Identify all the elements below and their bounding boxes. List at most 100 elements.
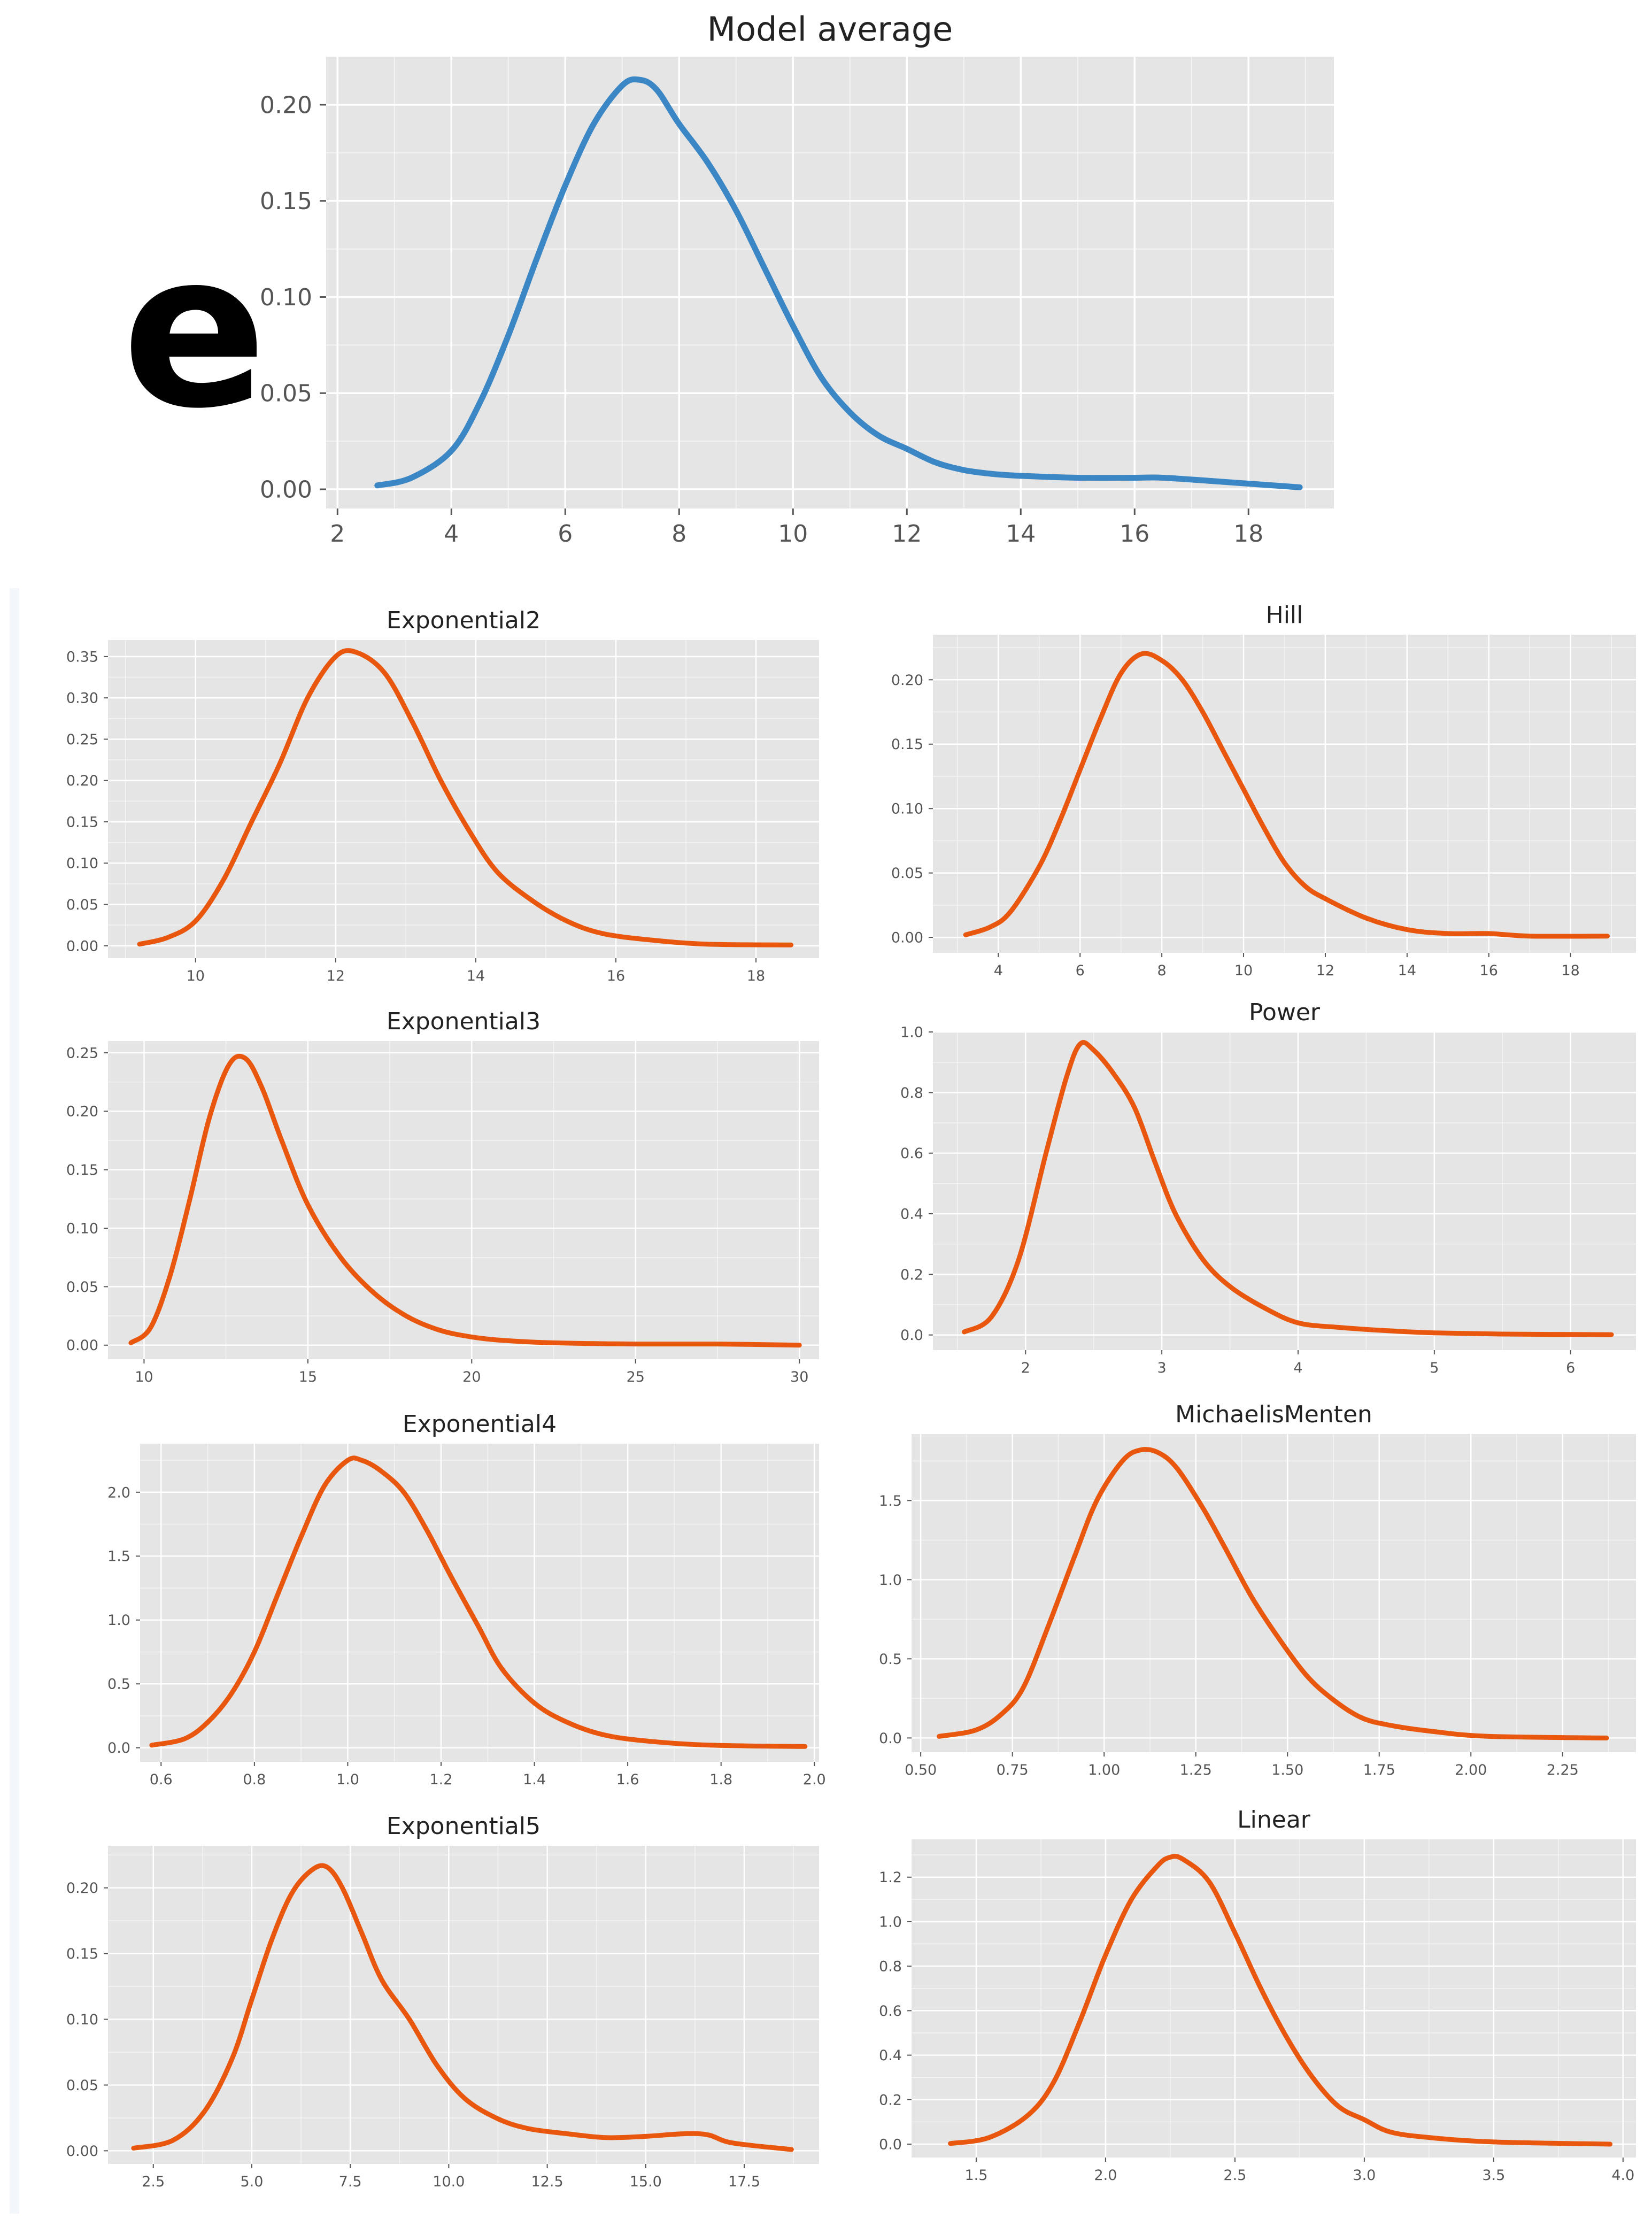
- y-tick-label: 0.4: [900, 1206, 923, 1222]
- x-tick-label: 1.6: [616, 1771, 639, 1788]
- x-tick-label: 18: [1561, 962, 1579, 979]
- x-tick-label: 1.8: [709, 1771, 732, 1788]
- plot-area: [108, 640, 819, 958]
- x-tick-label: 10: [778, 520, 808, 548]
- x-tick-label: 2.0: [803, 1771, 826, 1788]
- left-edge-strip: [10, 588, 19, 2214]
- x-tick-label: 25: [627, 1369, 645, 1385]
- chart-title: Model average: [707, 10, 953, 49]
- x-tick-label: 1.25: [1180, 1762, 1212, 1778]
- y-tick-label: 0.0: [879, 1730, 902, 1747]
- chart-model-average: 2 4 6 8 10 12 14 16 18 0.00 0.05 0.10 0.15 0.20 Model …: [260, 10, 1334, 548]
- x-tick-label: 15.0: [630, 2174, 662, 2190]
- x-tick-label: 2.5: [1223, 2167, 1246, 2184]
- chart-title: Hill: [1266, 602, 1303, 629]
- y-tick-label: 1.5: [879, 1493, 902, 1509]
- y-tick-label: 0.20: [260, 91, 312, 119]
- series-line: [374, 76, 1303, 490]
- series-line: [128, 1053, 802, 1348]
- series-line: [948, 1854, 1613, 2147]
- y-tick-label: 0.05: [260, 380, 312, 407]
- x-tick-label: 4: [1293, 1360, 1302, 1376]
- x-tick-label: 3: [1157, 1360, 1167, 1376]
- x-tick-label: 2.00: [1455, 1762, 1487, 1778]
- y-tick-label: 1.0: [879, 1572, 902, 1589]
- y-tick-label: 1.2: [879, 1869, 902, 1886]
- x-tick-label: 16: [1480, 962, 1498, 979]
- x-tick-label: 10: [1234, 962, 1253, 979]
- x-tick-label: 18: [1233, 520, 1263, 548]
- y-tick-label: 0.10: [66, 856, 98, 872]
- y-tick-label: 0.10: [66, 1220, 98, 1237]
- x-tick-label: 20: [462, 1369, 481, 1385]
- x-tick-label: 0.8: [243, 1771, 266, 1788]
- x-tick-label: 12: [327, 968, 345, 984]
- x-tick-label: 4: [444, 520, 459, 548]
- chart-exponential4: 0.6 0.8 1.0 1.2 1.4 1.6 1.8 2.0 0.0 0.5 1.0 1.5 2.0 E…: [107, 1411, 826, 1788]
- chart-title: MichaelisMenten: [1175, 1401, 1372, 1428]
- x-tick-label: 6: [1076, 962, 1085, 979]
- x-tick-label: 16: [1120, 520, 1149, 548]
- y-tick-label: 0.10: [891, 801, 923, 818]
- series-line: [137, 648, 794, 947]
- y-tick-label: 0.8: [900, 1085, 923, 1101]
- y-tick-label: 0.20: [66, 1880, 98, 1897]
- x-tick-label: 18: [747, 968, 765, 984]
- x-tick-label: 3.0: [1353, 2167, 1376, 2184]
- y-tick-label: 0.25: [66, 731, 98, 748]
- chart-power: 2 3 4 5 6 0.0 0.2 0.4 0.6 0.8 1.0 Power: [900, 999, 1636, 1376]
- x-tick-label: 30: [790, 1369, 808, 1385]
- y-tick-label: 0.15: [66, 1162, 98, 1178]
- x-tick-label: 7.5: [339, 2174, 362, 2190]
- x-tick-label: 5: [1430, 1360, 1439, 1376]
- x-tick-label: 14: [1006, 520, 1036, 548]
- chart-title: Exponential4: [403, 1411, 557, 1438]
- series-line: [149, 1455, 808, 1749]
- plot-area: [108, 1041, 819, 1359]
- x-tick-label: 10: [135, 1369, 153, 1385]
- x-tick-label: 14: [1398, 962, 1416, 979]
- plot-area: [108, 1846, 819, 2164]
- x-tick-label: 14: [467, 968, 485, 984]
- x-tick-label: 0.75: [997, 1762, 1029, 1778]
- plot-area: [140, 1444, 819, 1762]
- y-tick-label: 0.00: [891, 930, 923, 946]
- x-tick-label: 10.0: [433, 2174, 465, 2190]
- plot-area: [912, 1839, 1636, 2158]
- chart-title: Exponential2: [387, 607, 541, 634]
- y-tick-label: 0.5: [107, 1676, 130, 1693]
- x-tick-label: 2.25: [1547, 1762, 1579, 1778]
- y-tick-label: 0.0: [107, 1740, 130, 1756]
- y-tick-label: 0.2: [879, 2092, 902, 2108]
- y-tick-label: 0.00: [260, 476, 312, 503]
- x-tick-label: 1.4: [523, 1771, 546, 1788]
- x-tick-label: 6: [558, 520, 573, 548]
- y-tick-label: 1.0: [107, 1612, 130, 1629]
- y-tick-label: 0.05: [891, 865, 923, 882]
- y-tick-label: 2.0: [107, 1484, 130, 1501]
- x-tick-label: 0.50: [905, 1762, 937, 1778]
- y-tick-label: 0.4: [879, 2047, 902, 2064]
- chart-title: Linear: [1237, 1806, 1311, 1833]
- y-tick-label: 0.05: [66, 1279, 98, 1296]
- y-tick-label: 0.15: [66, 1946, 98, 1962]
- chart-exponential5: 2.5 5.0 7.5 10.0 12.5 15.0 17.5 0.00 0.05 0.10 0.1…: [66, 1813, 819, 2190]
- y-tick-label: 0.35: [66, 649, 98, 665]
- x-tick-label: 16: [607, 968, 625, 984]
- y-tick-label: 0.00: [66, 938, 98, 954]
- x-tick-label: 2: [1021, 1360, 1030, 1376]
- y-tick-label: 0.5: [879, 1651, 902, 1668]
- chart-linear: 1.5 2.0 2.5 3.0 3.5 4.0 0.0 0.2 0.4 0.6 0.8 1.0 1.2 L…: [879, 1806, 1636, 2184]
- x-tick-label: 1.00: [1088, 1762, 1120, 1778]
- y-tick-label: 0.00: [66, 2143, 98, 2160]
- y-tick-label: 1.0: [900, 1024, 923, 1041]
- x-tick-label: 2: [330, 520, 345, 548]
- x-tick-label: 2.0: [1094, 2167, 1117, 2184]
- x-tick-label: 8: [671, 520, 686, 548]
- series-line: [937, 1447, 1609, 1740]
- chart-michaelis-menten: 0.50 0.75 1.00 1.25 1.50 1.75 2.00 2.25 0.0 0.5 1.…: [879, 1401, 1636, 1778]
- y-tick-label: 0.0: [900, 1327, 923, 1344]
- y-tick-label: 0.25: [66, 1045, 98, 1061]
- y-tick-label: 0.05: [66, 2077, 98, 2094]
